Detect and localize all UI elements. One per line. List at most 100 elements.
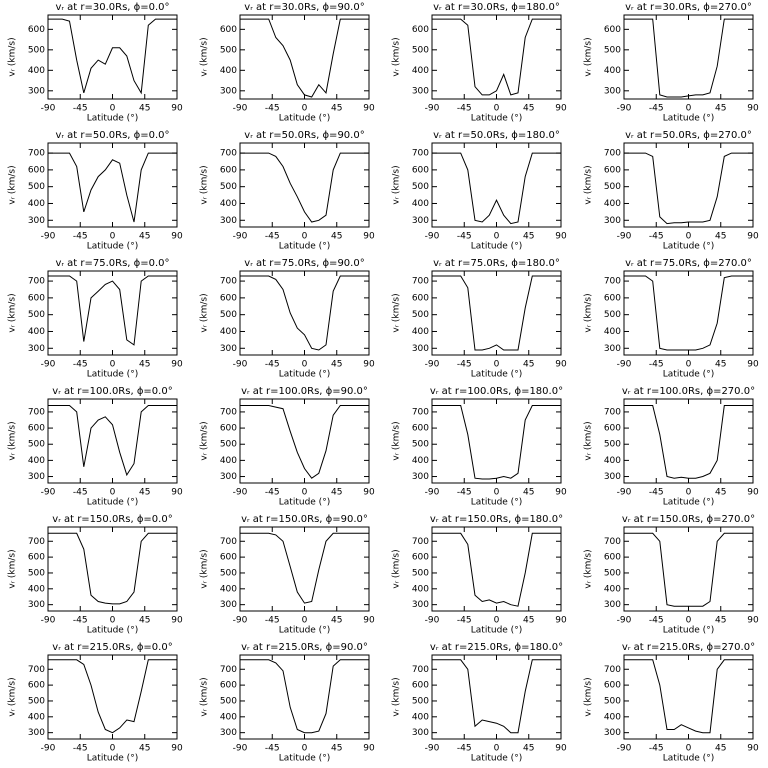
x-tick-label: 0 bbox=[494, 488, 500, 498]
x-tick-label: 0 bbox=[110, 232, 116, 242]
plot-frame bbox=[239, 654, 370, 740]
x-axis-label: Latitude (°) bbox=[87, 498, 138, 508]
y-tick-label: 300 bbox=[220, 216, 237, 226]
line bbox=[624, 152, 753, 225]
x-tick-label: -90 bbox=[41, 232, 56, 242]
y-tick-label: 400 bbox=[220, 66, 237, 76]
y-axis-label: vᵣ (km/s) bbox=[584, 421, 594, 460]
plot-frame bbox=[623, 14, 754, 100]
chart-title: vᵣ at r=100.0Rs, ϕ=0.0° bbox=[52, 386, 172, 397]
y-tick-label: 400 bbox=[412, 199, 429, 209]
y-tick-label: 300 bbox=[604, 344, 621, 354]
x-tick-label: -45 bbox=[649, 488, 664, 498]
y-tick-label: 600 bbox=[220, 25, 237, 35]
y-tick-label: 500 bbox=[28, 568, 45, 578]
y-tick-label: 700 bbox=[412, 407, 429, 417]
x-tick-label: 90 bbox=[363, 104, 375, 114]
x-tick-label: 0 bbox=[110, 744, 116, 754]
y-tick-label: 300 bbox=[28, 472, 45, 482]
y-tick-label: 300 bbox=[412, 728, 429, 738]
line bbox=[624, 405, 753, 479]
x-tick-label: 0 bbox=[302, 104, 308, 114]
x-tick-label: 45 bbox=[139, 360, 150, 370]
y-tick-label: 600 bbox=[412, 553, 429, 563]
x-axis-label: Latitude (°) bbox=[471, 498, 522, 508]
x-tick-label: 90 bbox=[363, 232, 375, 242]
y-axis-label: vᵣ (km/s) bbox=[392, 165, 402, 204]
y-axis-label: vᵣ (km/s) bbox=[8, 677, 18, 716]
y-axis-label: vᵣ (km/s) bbox=[584, 677, 594, 716]
plot-frame bbox=[623, 142, 754, 228]
line bbox=[432, 405, 561, 480]
x-tick-label: -90 bbox=[233, 104, 248, 114]
chart-title: vᵣ at r=215.0Rs, ϕ=90.0° bbox=[241, 642, 368, 653]
x-tick-label: 0 bbox=[494, 616, 500, 626]
x-tick-label: -45 bbox=[265, 232, 280, 242]
x-tick-label: 0 bbox=[494, 360, 500, 370]
y-axis-label: vᵣ (km/s) bbox=[200, 549, 210, 588]
chart-title: vᵣ at r=75.0Rs, ϕ=0.0° bbox=[55, 258, 169, 269]
line bbox=[240, 18, 369, 98]
line bbox=[240, 405, 369, 479]
x-axis-label: Latitude (°) bbox=[279, 754, 330, 764]
y-tick-label: 500 bbox=[220, 440, 237, 450]
y-tick-label: 700 bbox=[604, 665, 621, 675]
x-tick-label: 45 bbox=[523, 744, 534, 754]
y-axis-label: vᵣ (km/s) bbox=[392, 293, 402, 332]
x-tick-label: 45 bbox=[523, 488, 534, 498]
x-tick-label: 90 bbox=[555, 616, 567, 626]
y-tick-label: 600 bbox=[220, 293, 237, 303]
plot-frame bbox=[239, 398, 370, 484]
y-tick-label: 500 bbox=[220, 696, 237, 706]
line bbox=[240, 532, 369, 604]
y-tick-label: 600 bbox=[604, 553, 621, 563]
x-tick-label: -90 bbox=[233, 744, 248, 754]
chart-title: vᵣ at r=30.0Rs, ϕ=270.0° bbox=[625, 2, 752, 13]
x-axis-label: Latitude (°) bbox=[471, 754, 522, 764]
y-tick-label: 500 bbox=[28, 182, 45, 192]
x-tick-label: -45 bbox=[73, 744, 88, 754]
y-axis-label: vᵣ (km/s) bbox=[200, 421, 210, 460]
line bbox=[240, 275, 369, 351]
y-tick-label: 500 bbox=[604, 696, 621, 706]
y-tick-label: 500 bbox=[220, 45, 237, 55]
x-axis-label: Latitude (°) bbox=[279, 370, 330, 380]
x-tick-label: 90 bbox=[171, 360, 183, 370]
y-tick-label: 400 bbox=[412, 66, 429, 76]
plot-frame bbox=[431, 14, 562, 100]
y-tick-label: 600 bbox=[412, 681, 429, 691]
y-tick-label: 500 bbox=[604, 310, 621, 320]
y-axis-label: vᵣ (km/s) bbox=[8, 37, 18, 76]
x-tick-label: 90 bbox=[747, 744, 759, 754]
x-tick-label: -90 bbox=[425, 744, 440, 754]
x-tick-label: 0 bbox=[110, 104, 116, 114]
y-tick-label: 400 bbox=[412, 712, 429, 722]
y-tick-label: 500 bbox=[604, 182, 621, 192]
y-tick-label: 500 bbox=[28, 45, 45, 55]
x-tick-label: 0 bbox=[302, 232, 308, 242]
y-tick-label: 700 bbox=[412, 665, 429, 675]
x-tick-label: 45 bbox=[139, 616, 150, 626]
line bbox=[48, 532, 177, 605]
x-tick-label: -90 bbox=[41, 360, 56, 370]
y-tick-label: 400 bbox=[604, 584, 621, 594]
y-tick-label: 500 bbox=[604, 45, 621, 55]
x-tick-label: 90 bbox=[747, 616, 759, 626]
y-tick-label: 400 bbox=[220, 327, 237, 337]
x-tick-label: -45 bbox=[73, 104, 88, 114]
y-tick-label: 400 bbox=[28, 66, 45, 76]
x-axis-label: Latitude (°) bbox=[663, 242, 714, 252]
chart-title: vᵣ at r=215.0Rs, ϕ=180.0° bbox=[430, 642, 563, 653]
chart-title: vᵣ at r=50.0Rs, ϕ=270.0° bbox=[625, 130, 752, 141]
plot-frame bbox=[431, 654, 562, 740]
y-tick-label: 400 bbox=[604, 327, 621, 337]
x-tick-label: 0 bbox=[110, 488, 116, 498]
x-tick-label: 90 bbox=[555, 232, 567, 242]
chart-title: vᵣ at r=150.0Rs, ϕ=90.0° bbox=[241, 514, 368, 525]
x-tick-label: -90 bbox=[617, 360, 632, 370]
y-tick-label: 500 bbox=[412, 310, 429, 320]
line bbox=[624, 275, 753, 351]
x-tick-label: -45 bbox=[649, 232, 664, 242]
y-tick-label: 500 bbox=[412, 45, 429, 55]
chart-title: vᵣ at r=100.0Rs, ϕ=180.0° bbox=[430, 386, 563, 397]
